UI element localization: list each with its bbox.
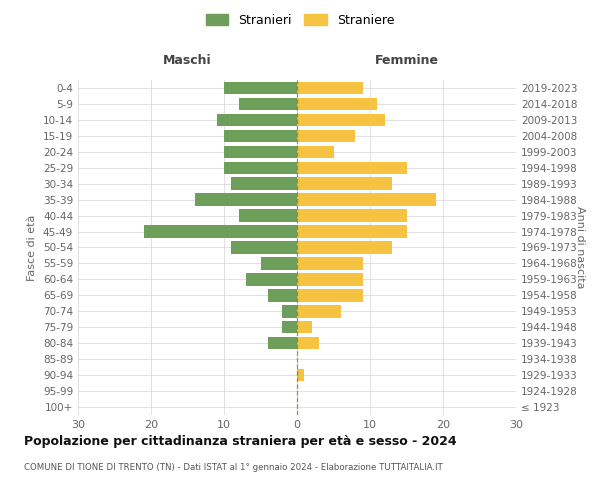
Bar bbox=[297, 337, 319, 349]
Bar bbox=[297, 321, 311, 334]
Bar bbox=[268, 289, 297, 302]
Bar bbox=[224, 162, 297, 174]
Bar bbox=[268, 337, 297, 349]
Bar bbox=[297, 98, 377, 110]
Bar bbox=[297, 194, 436, 206]
Text: Maschi: Maschi bbox=[163, 54, 212, 68]
Text: Femmine: Femmine bbox=[374, 54, 439, 68]
Bar bbox=[232, 242, 297, 254]
Bar bbox=[239, 98, 297, 110]
Bar bbox=[297, 369, 304, 382]
Bar bbox=[297, 114, 385, 126]
Bar bbox=[297, 257, 363, 270]
Bar bbox=[217, 114, 297, 126]
Bar bbox=[297, 146, 334, 158]
Bar bbox=[283, 321, 297, 334]
Bar bbox=[297, 273, 363, 285]
Bar bbox=[297, 130, 355, 142]
Bar bbox=[297, 226, 407, 238]
Bar bbox=[246, 273, 297, 285]
Y-axis label: Anni di nascita: Anni di nascita bbox=[575, 206, 584, 288]
Bar bbox=[224, 146, 297, 158]
Bar bbox=[283, 305, 297, 318]
Text: Popolazione per cittadinanza straniera per età e sesso - 2024: Popolazione per cittadinanza straniera p… bbox=[24, 435, 457, 448]
Bar bbox=[297, 178, 392, 190]
Text: COMUNE DI TIONE DI TRENTO (TN) - Dati ISTAT al 1° gennaio 2024 - Elaborazione TU: COMUNE DI TIONE DI TRENTO (TN) - Dati IS… bbox=[24, 462, 443, 471]
Legend: Stranieri, Straniere: Stranieri, Straniere bbox=[201, 8, 399, 32]
Bar bbox=[297, 210, 407, 222]
Bar bbox=[297, 162, 407, 174]
Bar bbox=[297, 82, 363, 94]
Bar bbox=[297, 305, 341, 318]
Bar bbox=[224, 82, 297, 94]
Bar bbox=[195, 194, 297, 206]
Bar bbox=[224, 130, 297, 142]
Bar bbox=[239, 210, 297, 222]
Y-axis label: Fasce di età: Fasce di età bbox=[28, 214, 37, 280]
Bar bbox=[232, 178, 297, 190]
Bar bbox=[144, 226, 297, 238]
Bar bbox=[297, 242, 392, 254]
Bar bbox=[260, 257, 297, 270]
Bar bbox=[297, 289, 363, 302]
